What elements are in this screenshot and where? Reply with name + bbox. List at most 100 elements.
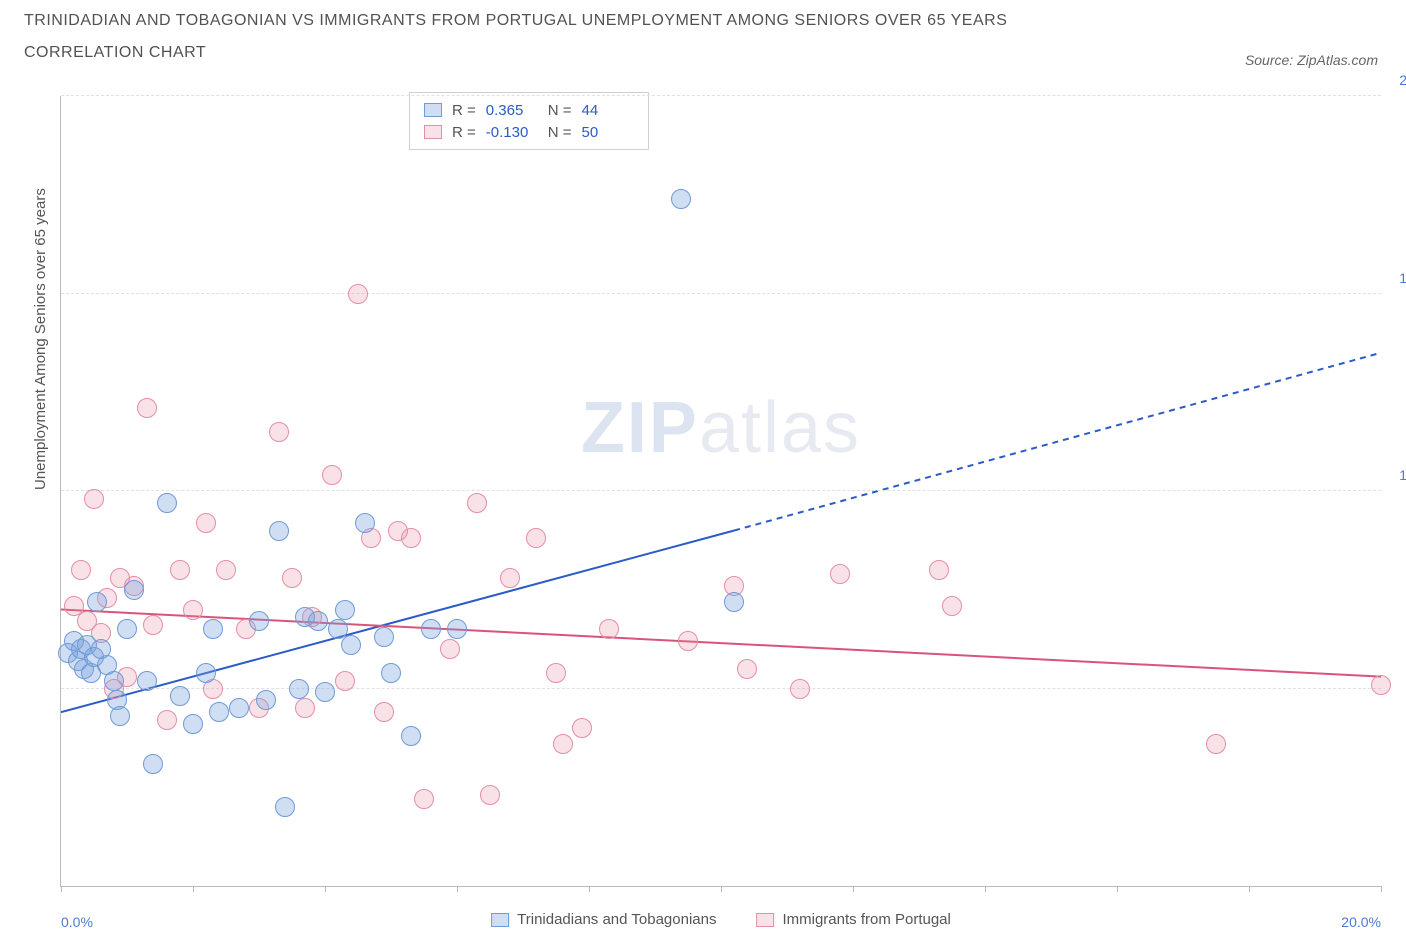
legend-item-s1: Trinidadians and Tobagonians (491, 911, 716, 928)
point-s1 (196, 663, 216, 683)
point-s2 (374, 702, 394, 722)
point-s1 (335, 600, 355, 620)
r-label: R = (452, 102, 476, 119)
gridline (61, 688, 1381, 689)
point-s2 (1206, 734, 1226, 754)
x-tick (985, 886, 986, 892)
point-s2 (216, 560, 236, 580)
gridline (61, 490, 1381, 491)
y-tick-label: 20.0% (1399, 72, 1406, 88)
legend-item-s2: Immigrants from Portugal (756, 911, 950, 928)
x-tick (1249, 886, 1250, 892)
point-s1 (143, 754, 163, 774)
stats-row-s1: R = 0.365 N = 44 (424, 99, 634, 121)
r-value-s2: -0.130 (486, 124, 538, 141)
x-tick (721, 886, 722, 892)
point-s1 (209, 702, 229, 722)
x-tick (1381, 886, 1382, 892)
point-s2 (942, 596, 962, 616)
point-s1 (447, 619, 467, 639)
point-s2 (282, 568, 302, 588)
point-s1 (170, 686, 190, 706)
point-s2 (295, 698, 315, 718)
legend-label-s2: Immigrants from Portugal (782, 911, 950, 928)
point-s1 (355, 513, 375, 533)
point-s2 (929, 560, 949, 580)
point-s1 (401, 726, 421, 746)
point-s1 (381, 663, 401, 683)
point-s1 (275, 797, 295, 817)
point-s1 (289, 679, 309, 699)
point-s2 (546, 663, 566, 683)
point-s1 (249, 611, 269, 631)
point-s1 (229, 698, 249, 718)
trend-lines (61, 96, 1381, 886)
point-s2 (526, 528, 546, 548)
n-label: N = (548, 102, 572, 119)
point-s2 (269, 422, 289, 442)
point-s1 (315, 682, 335, 702)
point-s2 (401, 528, 421, 548)
point-s2 (143, 615, 163, 635)
point-s2 (480, 785, 500, 805)
point-s1 (87, 592, 107, 612)
gridline (61, 95, 1381, 96)
point-s1 (117, 619, 137, 639)
point-s2 (572, 718, 592, 738)
legend: Trinidadians and Tobagonians Immigrants … (491, 911, 951, 928)
chart-title-1: TRINIDADIAN AND TOBAGONIAN VS IMMIGRANTS… (24, 12, 1007, 30)
point-s1 (374, 627, 394, 647)
point-s2 (1371, 675, 1391, 695)
gridline (61, 293, 1381, 294)
point-s2 (553, 734, 573, 754)
point-s1 (104, 671, 124, 691)
r-value-s1: 0.365 (486, 102, 538, 119)
point-s2 (322, 465, 342, 485)
source-attribution: Source: ZipAtlas.com (1245, 52, 1378, 68)
x-tick (1117, 886, 1118, 892)
y-tick-label: 15.0% (1399, 270, 1406, 286)
legend-label-s1: Trinidadians and Tobagonians (517, 911, 716, 928)
x-tick-label: 20.0% (1341, 914, 1381, 930)
point-s2 (335, 671, 355, 691)
r-label: R = (452, 124, 476, 141)
x-tick (193, 886, 194, 892)
point-s2 (737, 659, 757, 679)
x-tick-label: 0.0% (61, 914, 93, 930)
point-s1 (183, 714, 203, 734)
point-s1 (269, 521, 289, 541)
point-s2 (500, 568, 520, 588)
y-axis-label: Unemployment Among Seniors over 65 years (32, 188, 49, 490)
n-value-s2: 50 (582, 124, 634, 141)
point-s2 (830, 564, 850, 584)
y-tick-label: 10.0% (1399, 467, 1406, 483)
swatch-s2 (756, 913, 774, 927)
point-s2 (678, 631, 698, 651)
point-s1 (421, 619, 441, 639)
point-s2 (599, 619, 619, 639)
watermark: ZIPatlas (581, 387, 861, 469)
stats-box: R = 0.365 N = 44 R = -0.130 N = 50 (409, 92, 649, 150)
point-s2 (170, 560, 190, 580)
point-s1 (110, 706, 130, 726)
n-value-s1: 44 (582, 102, 634, 119)
x-tick (61, 886, 62, 892)
point-s2 (196, 513, 216, 533)
x-tick (589, 886, 590, 892)
point-s2 (414, 789, 434, 809)
stats-row-s2: R = -0.130 N = 50 (424, 121, 634, 143)
point-s1 (341, 635, 361, 655)
x-tick (457, 886, 458, 892)
point-s2 (348, 284, 368, 304)
n-label: N = (548, 124, 572, 141)
chart-title-2: CORRELATION CHART (24, 44, 1007, 62)
point-s2 (790, 679, 810, 699)
x-tick (325, 886, 326, 892)
point-s2 (467, 493, 487, 513)
point-s2 (440, 639, 460, 659)
point-s2 (157, 710, 177, 730)
point-s1 (308, 611, 328, 631)
point-s2 (84, 489, 104, 509)
point-s1 (124, 580, 144, 600)
point-s1 (671, 189, 691, 209)
